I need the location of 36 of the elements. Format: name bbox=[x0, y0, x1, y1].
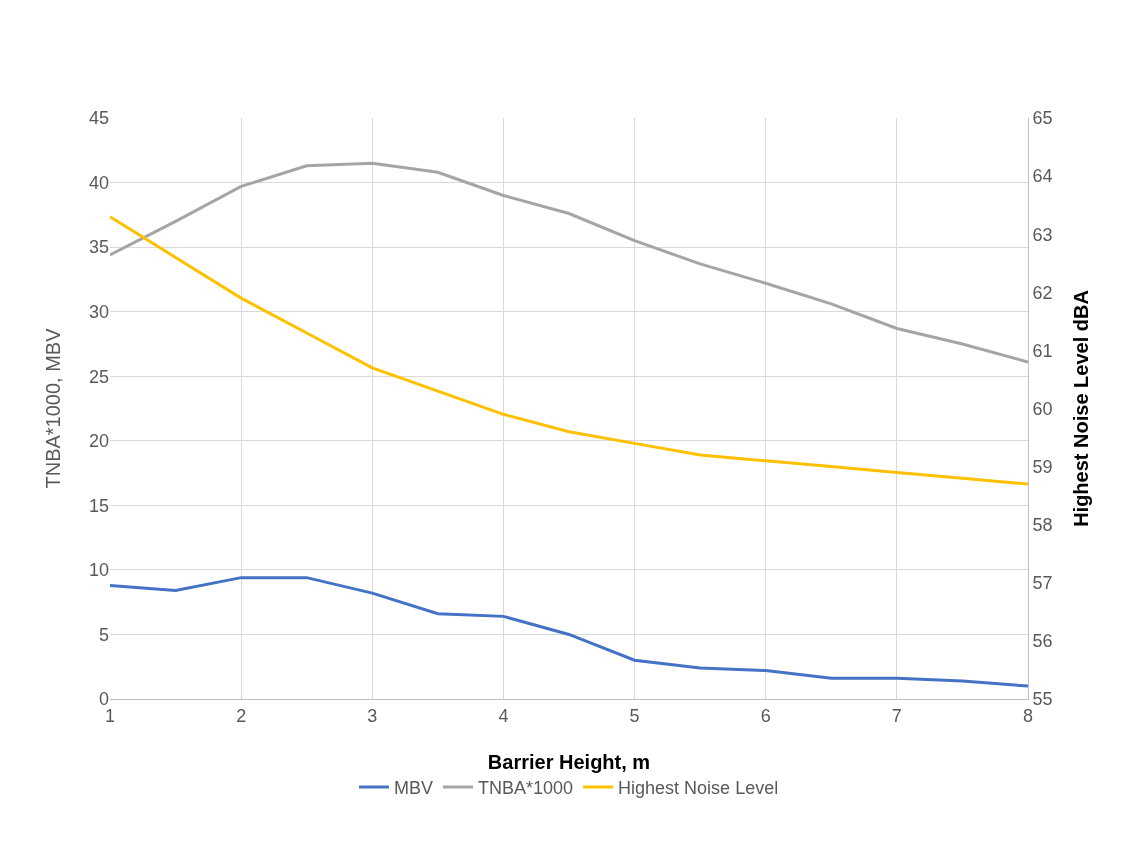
y-tick-label: 35 bbox=[88, 237, 109, 258]
x-tick-label: 6 bbox=[760, 705, 771, 726]
x-axis-title: Barrier Height, m bbox=[487, 751, 651, 773]
x-tick-label: 3 bbox=[367, 705, 378, 726]
y-axis-title: TNBA*1000, MBV bbox=[42, 327, 64, 489]
y2-tick-label: 58 bbox=[1032, 515, 1053, 535]
y2-tick-label: 57 bbox=[1032, 573, 1053, 594]
y2-tick-label: 56 bbox=[1032, 631, 1053, 652]
x-tick-label: 7 bbox=[891, 705, 902, 726]
y2-tick-label: 64 bbox=[1032, 166, 1053, 187]
y2-tick-label: 55 bbox=[1032, 689, 1053, 710]
legend-label: TNBA*1000 bbox=[478, 777, 574, 798]
legend-label: Highest Noise Level bbox=[618, 777, 779, 798]
x-tick-label: 4 bbox=[498, 705, 509, 726]
y2-axis-title: Highest Noise Level dBA bbox=[1070, 290, 1092, 527]
y-tick-label: 5 bbox=[98, 624, 109, 645]
x-tick-label: 5 bbox=[629, 705, 640, 726]
y2-tick-label: 59 bbox=[1032, 456, 1053, 477]
y-tick-label: 45 bbox=[88, 108, 109, 129]
y2-tick-label: 60 bbox=[1032, 398, 1053, 419]
y-tick-label: 25 bbox=[88, 366, 109, 387]
y2-tick-label: 65 bbox=[1032, 108, 1053, 129]
y2-tick-label: 63 bbox=[1032, 224, 1053, 245]
line-series bbox=[110, 161, 1028, 364]
y-tick-label: 40 bbox=[88, 172, 109, 193]
line-series bbox=[110, 576, 1028, 688]
y2-tick-label: 62 bbox=[1032, 282, 1053, 303]
line-series bbox=[110, 215, 1028, 486]
x-tick-label: 8 bbox=[1022, 705, 1034, 726]
y-tick-label: 30 bbox=[88, 301, 109, 322]
y-tick-label: 15 bbox=[88, 495, 109, 516]
y-tick-label: 20 bbox=[88, 431, 109, 452]
x-tick-label: 2 bbox=[236, 705, 247, 726]
legend-label: MBV bbox=[394, 777, 434, 798]
y-tick-label: 10 bbox=[88, 560, 109, 581]
y2-tick-label: 61 bbox=[1032, 340, 1053, 361]
